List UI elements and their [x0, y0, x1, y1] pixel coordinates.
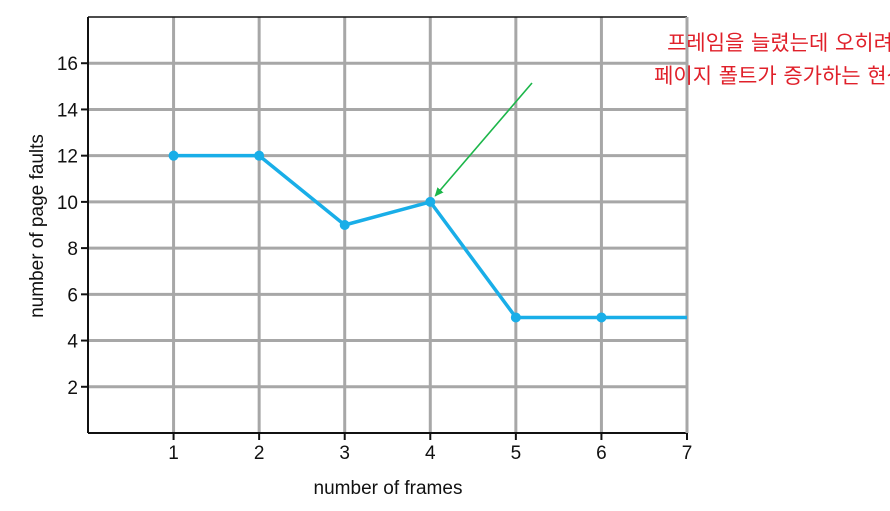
y-tick-label: 6 [67, 285, 78, 306]
data-point [254, 150, 265, 161]
annotation-arrow [434, 82, 533, 197]
annotation-text-line: 페이지 폴트가 증가하는 현상 [654, 64, 890, 88]
x-tick-label: 7 [682, 443, 693, 464]
data-point [425, 196, 436, 207]
x-tick-label: 4 [425, 443, 436, 464]
axes-layer [81, 16, 689, 440]
x-tick-label: 3 [339, 443, 350, 464]
series-layer [168, 150, 687, 323]
data-point [168, 150, 179, 161]
y-tick-label: 14 [57, 100, 79, 121]
x-axis-title: number of frames [314, 478, 463, 499]
x-tick-label: 6 [596, 443, 607, 464]
y-tick-label: 16 [57, 54, 78, 75]
x-tick-label: 2 [254, 443, 265, 464]
annotation-text-line: 프레임을 늘렸는데 오히려 [667, 31, 890, 55]
y-tick-label: 12 [57, 147, 78, 168]
data-point [339, 220, 350, 230]
y-tick-label: 4 [67, 332, 78, 353]
y-tick-label: 10 [57, 193, 78, 214]
y-axis-title: number of page faults [27, 134, 48, 318]
data-point [510, 312, 521, 323]
x-tick-label: 1 [168, 443, 179, 464]
y-tick-label: 8 [67, 239, 78, 260]
grid-layer [88, 17, 687, 433]
y-tick-label: 2 [67, 378, 78, 399]
x-tick-label: 5 [511, 443, 522, 464]
data-point [596, 312, 607, 323]
